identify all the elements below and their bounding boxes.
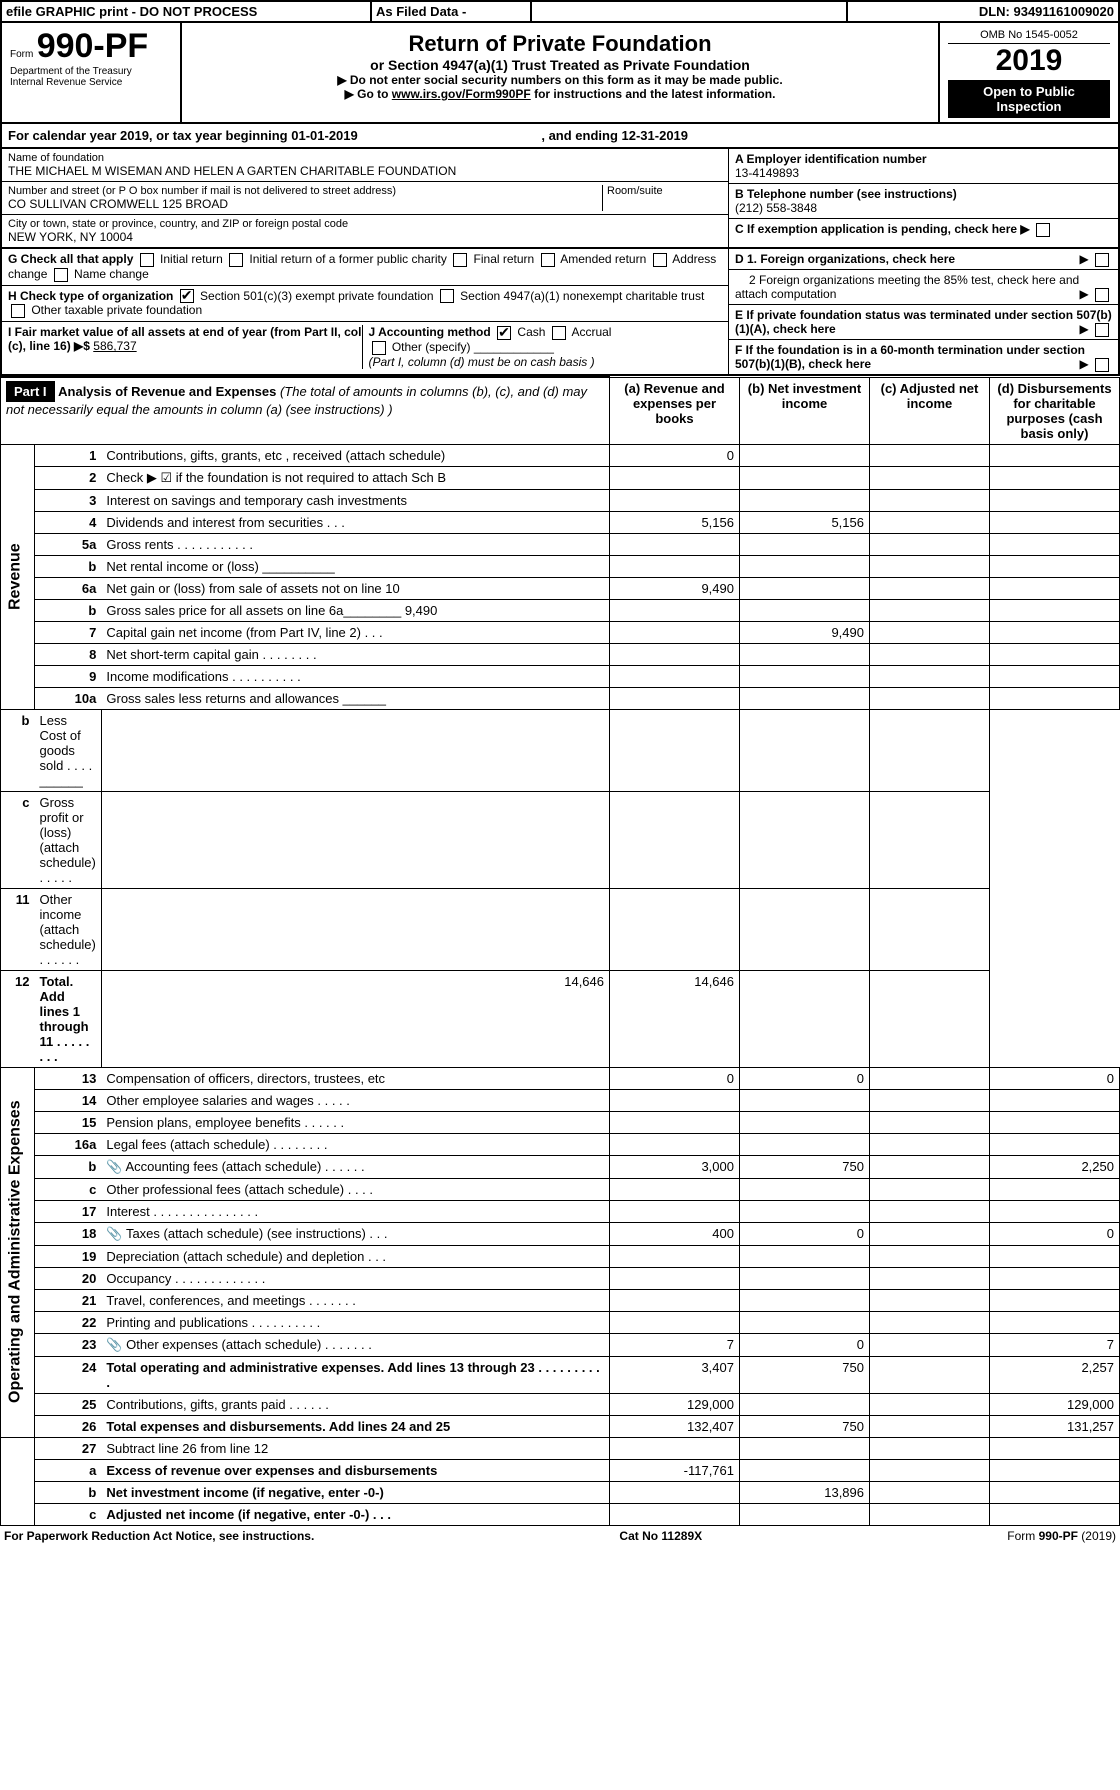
table-row: 22Printing and publications . . . . . . … (1, 1311, 1120, 1333)
table-row: 16aLegal fees (attach schedule) . . . . … (1, 1133, 1120, 1155)
table-row: 4Dividends and interest from securities … (1, 511, 1120, 533)
calendar-year-line: For calendar year 2019, or tax year begi… (0, 124, 1120, 149)
table-row: 25Contributions, gifts, grants paid . . … (1, 1393, 1120, 1415)
g-opt-0-checkbox[interactable] (140, 253, 154, 267)
table-row: cOther professional fees (attach schedul… (1, 1178, 1120, 1200)
form-year-box: OMB No 1545-0052 2019 Open to Public Ins… (938, 23, 1118, 122)
h-opt-1-checkbox[interactable] (440, 289, 454, 303)
footer: For Paperwork Reduction Act Notice, see … (0, 1526, 1120, 1546)
efile-bar: efile GRAPHIC print - DO NOT PROCESS As … (0, 0, 1120, 21)
table-row: bLess Cost of goods sold . . . . ______ (1, 709, 1120, 791)
telephone-value: (212) 558-3848 (735, 201, 1112, 215)
foundation-name: THE MICHAEL M WISEMAN AND HELEN A GARTEN… (8, 164, 722, 178)
table-row: 5aGross rents . . . . . . . . . . . (1, 533, 1120, 555)
attachment-icon: 📎 (106, 1159, 122, 1174)
table-row: aExcess of revenue over expenses and dis… (1, 1459, 1120, 1481)
table-row: 15Pension plans, employee benefits . . .… (1, 1111, 1120, 1133)
table-row: b📎 Accounting fees (attach schedule) . .… (1, 1155, 1120, 1178)
form-head: Form 990-PF Department of the Treasury I… (0, 21, 1120, 124)
table-row: 10aGross sales less returns and allowanc… (1, 687, 1120, 709)
part1-label: Part I (6, 381, 55, 402)
e-checkbox[interactable] (1095, 323, 1109, 337)
irs-link[interactable]: www.irs.gov/Form990PF (392, 87, 531, 101)
attachment-icon: 📎 (106, 1337, 122, 1352)
checks-block: G Check all that apply Initial return In… (0, 249, 1120, 376)
g-opt-2-checkbox[interactable] (453, 253, 467, 267)
table-row: 18📎 Taxes (attach schedule) (see instruc… (1, 1222, 1120, 1245)
d1-checkbox[interactable] (1095, 253, 1109, 267)
table-row: 3Interest on savings and temporary cash … (1, 489, 1120, 511)
accounting-accrual-checkbox[interactable] (552, 326, 566, 340)
city-state-zip: NEW YORK, NY 10004 (8, 230, 722, 244)
table-row: cGross profit or (loss) (attach schedule… (1, 791, 1120, 888)
accounting-other-checkbox[interactable] (372, 341, 386, 355)
g-opt-1-checkbox[interactable] (229, 253, 243, 267)
g-opt-3-checkbox[interactable] (541, 253, 555, 267)
table-row: 17Interest . . . . . . . . . . . . . . . (1, 1200, 1120, 1222)
table-row: bNet rental income or (loss) __________ (1, 555, 1120, 577)
table-row: 7Capital gain net income (from Part IV, … (1, 621, 1120, 643)
table-row: Revenue1Contributions, gifts, grants, et… (1, 444, 1120, 466)
table-row: 9Income modifications . . . . . . . . . … (1, 665, 1120, 687)
exemption-pending-checkbox[interactable] (1036, 223, 1050, 237)
efile-text: efile GRAPHIC print - DO NOT PROCESS (2, 2, 372, 21)
table-row: 19Depreciation (attach schedule) and dep… (1, 1245, 1120, 1267)
table-row: 12Total. Add lines 1 through 11 . . . . … (1, 970, 1120, 1067)
table-row: 6aNet gain or (loss) from sale of assets… (1, 577, 1120, 599)
h-opt-0-checkbox[interactable] (180, 289, 194, 303)
table-row: bGross sales price for all assets on lin… (1, 599, 1120, 621)
asfiled-text: As Filed Data - (372, 2, 532, 21)
accounting-cash-checkbox[interactable] (497, 326, 511, 340)
part1-table: Part I Analysis of Revenue and Expenses … (0, 376, 1120, 1526)
table-row: Operating and Administrative Expenses13C… (1, 1067, 1120, 1089)
dln-cell: DLN: 93491161009020 (848, 2, 1118, 21)
attachment-icon: 📎 (106, 1226, 122, 1241)
form-title: Return of Private Foundation (190, 31, 930, 57)
form-number-box: Form 990-PF Department of the Treasury I… (2, 23, 182, 122)
d2-checkbox[interactable] (1095, 288, 1109, 302)
street-address: CO SULLIVAN CROMWELL 125 BROAD (8, 197, 602, 211)
table-row: 24Total operating and administrative exp… (1, 1356, 1120, 1393)
table-row: 20Occupancy . . . . . . . . . . . . . (1, 1267, 1120, 1289)
g-opt-4-checkbox[interactable] (653, 253, 667, 267)
ein-value: 13-4149893 (735, 166, 1112, 180)
table-row: 23📎 Other expenses (attach schedule) . .… (1, 1333, 1120, 1356)
table-row: 8Net short-term capital gain . . . . . .… (1, 643, 1120, 665)
table-row: 11Other income (attach schedule) . . . .… (1, 888, 1120, 970)
table-row: 26Total expenses and disbursements. Add … (1, 1415, 1120, 1437)
entity-info: Name of foundation THE MICHAEL M WISEMAN… (0, 149, 1120, 249)
open-to-public-badge: Open to Public Inspection (948, 80, 1110, 118)
table-row: cAdjusted net income (if negative, enter… (1, 1503, 1120, 1525)
g-opt-5-checkbox[interactable] (54, 268, 68, 282)
f-checkbox[interactable] (1095, 358, 1109, 372)
revenue-vert-label: Revenue (1, 444, 35, 709)
table-row: 14Other employee salaries and wages . . … (1, 1089, 1120, 1111)
fmv-value: 586,737 (93, 339, 136, 353)
form-title-box: Return of Private Foundation or Section … (182, 23, 938, 122)
table-row: 2Check ▶ ☑ if the foundation is not requ… (1, 466, 1120, 489)
table-row: 21Travel, conferences, and meetings . . … (1, 1289, 1120, 1311)
expenses-vert-label: Operating and Administrative Expenses (1, 1067, 35, 1437)
table-row: bNet investment income (if negative, ent… (1, 1481, 1120, 1503)
h-opt-2-checkbox[interactable] (11, 304, 25, 318)
table-row: 27Subtract line 26 from line 12 (1, 1437, 1120, 1459)
